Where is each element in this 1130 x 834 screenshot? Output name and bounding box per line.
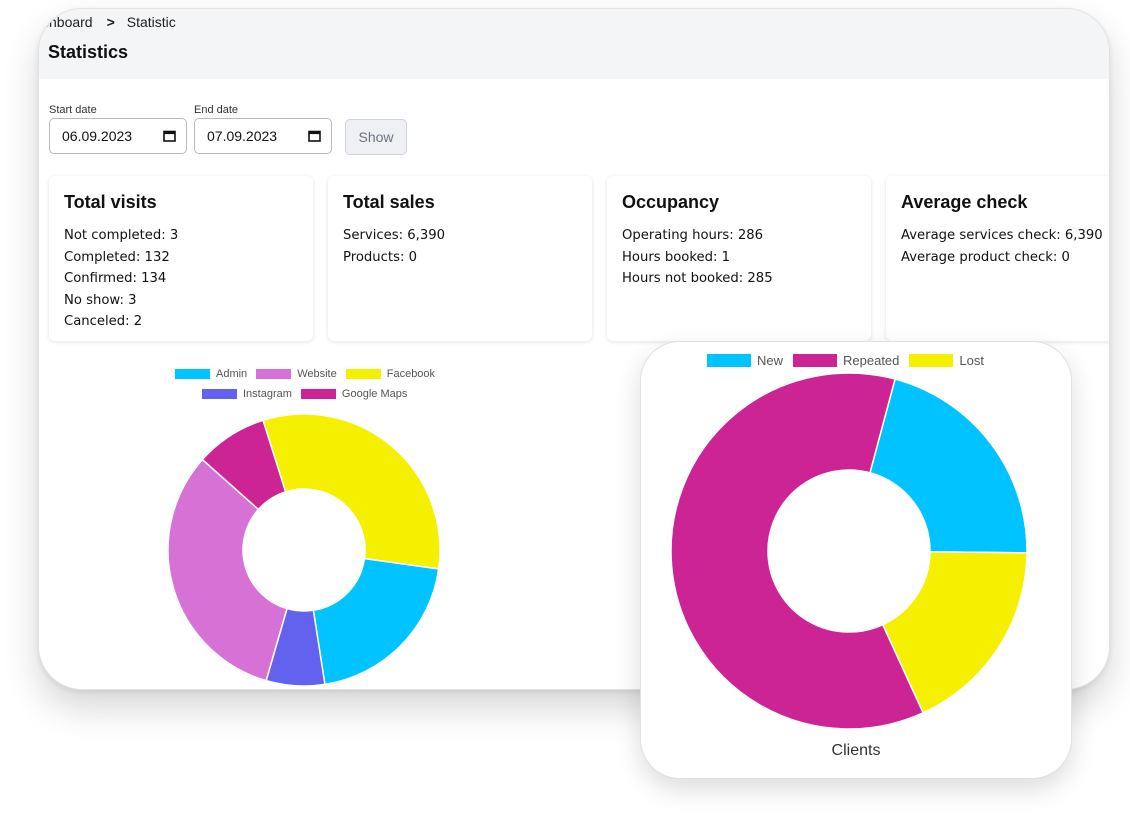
occupancy-card: Occupancy Operating hours: 286 Hours boo… bbox=[607, 176, 871, 341]
card-line: Products: 0 bbox=[343, 249, 417, 265]
legend-label: Instagram bbox=[243, 388, 292, 400]
donut-slice-lost[interactable] bbox=[881, 551, 1028, 714]
legend-swatch bbox=[707, 354, 751, 367]
calendar-icon[interactable] bbox=[308, 130, 321, 142]
legend-item-new[interactable]: New bbox=[707, 353, 783, 368]
card-line: Average services check: 6,390 bbox=[901, 228, 1103, 243]
card-line: Operating hours: 286 bbox=[622, 228, 764, 243]
donut-slice-admin[interactable] bbox=[312, 557, 440, 686]
sources-legend-row1: Admin Website Facebook bbox=[175, 368, 444, 380]
legend-item-lost[interactable]: Lost bbox=[909, 353, 984, 368]
clients-legend: New Repeated Lost bbox=[707, 353, 994, 368]
legend-swatch bbox=[300, 389, 336, 399]
legend-label: Google Maps bbox=[341, 388, 408, 400]
legend-item-facebook[interactable]: Facebook bbox=[345, 368, 436, 380]
end-date-label: End date bbox=[194, 104, 239, 116]
card-line: No show: 3 bbox=[64, 292, 137, 308]
start-date-input[interactable]: 06.09.2023 bbox=[49, 118, 187, 154]
legend-swatch bbox=[793, 354, 838, 367]
legend-label: Lost bbox=[959, 353, 984, 368]
legend-swatch bbox=[256, 369, 292, 379]
breadcrumb-separator: > bbox=[106, 14, 115, 30]
card-title: Total sales bbox=[343, 192, 435, 212]
clients-chart-title: Clients bbox=[831, 742, 881, 759]
booking-sources-donut-chart bbox=[167, 413, 441, 687]
legend-item-google-maps[interactable]: Google Maps bbox=[300, 388, 408, 400]
legend-item-website[interactable]: Website bbox=[256, 368, 337, 380]
card-line: Average product check: 0 bbox=[901, 249, 1070, 265]
card-line: Hours booked: 1 bbox=[622, 249, 731, 265]
legend-label: Admin bbox=[216, 368, 248, 380]
card-line: Services: 6,390 bbox=[343, 228, 445, 243]
start-date-label: Start date bbox=[49, 104, 97, 116]
legend-item-admin[interactable]: Admin bbox=[175, 368, 247, 380]
end-date-value: 07.09.2023 bbox=[207, 128, 278, 144]
legend-swatch bbox=[175, 369, 210, 379]
legend-label: New bbox=[757, 353, 784, 368]
page-header: shboard > Statistic Statistics bbox=[39, 9, 1109, 79]
end-date-input[interactable]: 07.09.2023 bbox=[194, 118, 332, 154]
breadcrumb: shboard > Statistic bbox=[42, 14, 176, 30]
show-button[interactable]: Show bbox=[345, 119, 407, 155]
donut-slice-repeated[interactable] bbox=[670, 372, 925, 730]
card-line: Hours not booked: 285 bbox=[622, 271, 773, 287]
average-check-card: Average check Average services check: 6,… bbox=[886, 176, 1109, 341]
legend-item-instagram[interactable]: Instagram bbox=[202, 388, 292, 400]
sources-legend-row2: Instagram Google Maps bbox=[202, 388, 416, 400]
legend-label: Website bbox=[297, 368, 337, 380]
card-title: Average check bbox=[901, 192, 1028, 212]
total-visits-card: Total visits Not completed: 3 Completed:… bbox=[49, 176, 313, 341]
legend-swatch bbox=[202, 389, 237, 399]
card-line: Canceled: 2 bbox=[64, 314, 143, 330]
start-date-value: 06.09.2023 bbox=[62, 128, 133, 144]
breadcrumb-current: Statistic bbox=[126, 14, 176, 30]
total-sales-card: Total sales Services: 6,390 Products: 0 bbox=[328, 176, 592, 341]
legend-item-repeated[interactable]: Repeated bbox=[793, 353, 899, 368]
page-title: Statistics bbox=[48, 42, 129, 62]
card-title: Occupancy bbox=[622, 192, 720, 212]
breadcrumb-dashboard-link[interactable]: shboard bbox=[42, 14, 93, 30]
donut-slice-facebook[interactable] bbox=[262, 413, 441, 570]
legend-label: Facebook bbox=[386, 368, 436, 380]
donut-slice-new[interactable] bbox=[869, 378, 1028, 554]
card-line: Confirmed: 134 bbox=[64, 271, 167, 287]
legend-swatch bbox=[345, 369, 381, 379]
legend-label: Repeated bbox=[843, 353, 900, 368]
card-line: Completed: 132 bbox=[64, 249, 170, 265]
donut-slice-website[interactable] bbox=[167, 458, 288, 682]
clients-chart-panel: New Repeated Lost Clients bbox=[640, 341, 1072, 779]
legend-swatch bbox=[909, 354, 954, 367]
card-line: Not completed: 3 bbox=[64, 228, 179, 243]
card-title: Total visits bbox=[64, 192, 157, 212]
calendar-icon[interactable] bbox=[163, 130, 176, 142]
clients-donut-chart bbox=[670, 372, 1028, 730]
